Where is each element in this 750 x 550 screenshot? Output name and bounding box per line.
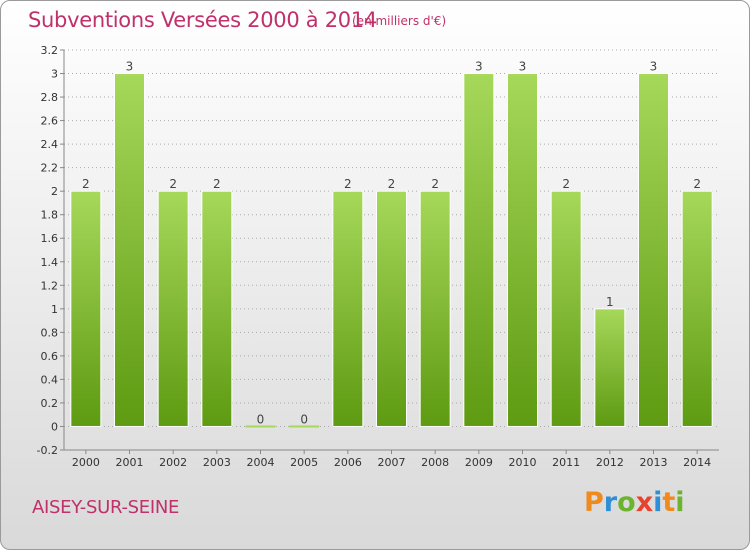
data-label: 2: [431, 177, 439, 191]
place-name: AISEY-SUR-SEINE: [32, 497, 180, 518]
data-label: 0: [257, 412, 265, 426]
y-tick-label: 1.2: [41, 279, 59, 292]
data-label: 1: [606, 295, 614, 309]
y-tick-label: 0.2: [41, 397, 59, 410]
y-tick-label: 1: [51, 303, 58, 316]
bar: [201, 190, 233, 427]
y-tick-label: 1.4: [41, 256, 59, 269]
bar: [157, 190, 189, 427]
bar: [376, 190, 407, 427]
x-tick-label: 2005: [290, 456, 318, 469]
data-label: 3: [650, 60, 658, 74]
data-label: 3: [519, 60, 527, 74]
data-label: 2: [693, 177, 701, 191]
y-tick-label: 0: [51, 420, 58, 433]
chart-title: Subventions Versées 2000 à 2014: [28, 8, 377, 32]
data-label: 3: [475, 60, 483, 74]
data-label: 2: [82, 177, 90, 191]
bar: [594, 308, 626, 427]
logo-letter: r: [603, 487, 618, 518]
x-tick-label: 2006: [334, 456, 362, 469]
y-tick-label: 2: [51, 185, 58, 198]
logo-letter: i: [675, 487, 685, 518]
data-label: 2: [169, 177, 177, 191]
y-tick-label: 1.6: [41, 232, 59, 245]
bar: [463, 73, 495, 427]
logo-letter: t: [662, 487, 676, 518]
data-label: 2: [213, 177, 221, 191]
data-label: 3: [126, 60, 134, 74]
unit-note: (en milliers d'€): [352, 14, 447, 28]
data-label: 2: [388, 177, 396, 191]
logo-letter: P: [584, 487, 604, 518]
bar: [245, 425, 276, 428]
bar: [70, 190, 102, 427]
x-tick-label: 2009: [465, 456, 493, 469]
bar: [289, 425, 320, 428]
bar: [332, 190, 364, 427]
x-tick-label: 2011: [552, 456, 580, 469]
x-tick-label: 2012: [596, 456, 624, 469]
data-label: 0: [300, 412, 308, 426]
y-tick-label: 2.4: [41, 138, 59, 151]
x-tick-label: 2014: [683, 456, 711, 469]
bar: [507, 73, 538, 427]
x-tick-label: 2003: [203, 456, 231, 469]
logo-letter: i: [653, 487, 663, 518]
y-tick-label: 1.8: [41, 209, 59, 222]
y-tick-label: 0.8: [41, 326, 59, 339]
bar: [114, 73, 145, 427]
bar: [681, 190, 713, 427]
y-tick-label: 3: [51, 68, 58, 81]
x-tick-label: 2004: [247, 456, 275, 469]
data-label: 2: [344, 177, 352, 191]
y-tick-label: 2.2: [41, 162, 59, 175]
bar: [419, 190, 451, 427]
y-tick-label: 3.2: [41, 44, 59, 57]
y-tick-label: 0.6: [41, 350, 59, 363]
data-label: 2: [562, 177, 570, 191]
x-tick-label: 2008: [421, 456, 449, 469]
y-tick-label: 0.4: [41, 373, 59, 386]
x-tick-label: 2000: [72, 456, 100, 469]
x-tick-label: 2013: [640, 456, 668, 469]
bar: [638, 73, 669, 427]
x-tick-label: 2007: [378, 456, 406, 469]
x-tick-label: 2010: [509, 456, 537, 469]
y-tick-label: -0.2: [37, 444, 58, 457]
logo-letter: x: [635, 487, 654, 518]
x-tick-label: 2001: [116, 456, 144, 469]
logo-letter: o: [617, 487, 636, 518]
y-tick-label: 2.8: [41, 91, 59, 104]
x-tick-label: 2002: [159, 456, 187, 469]
bar: [550, 190, 582, 427]
proxiti-logo: Proxiti: [584, 487, 685, 518]
y-tick-label: 2.6: [41, 115, 59, 128]
